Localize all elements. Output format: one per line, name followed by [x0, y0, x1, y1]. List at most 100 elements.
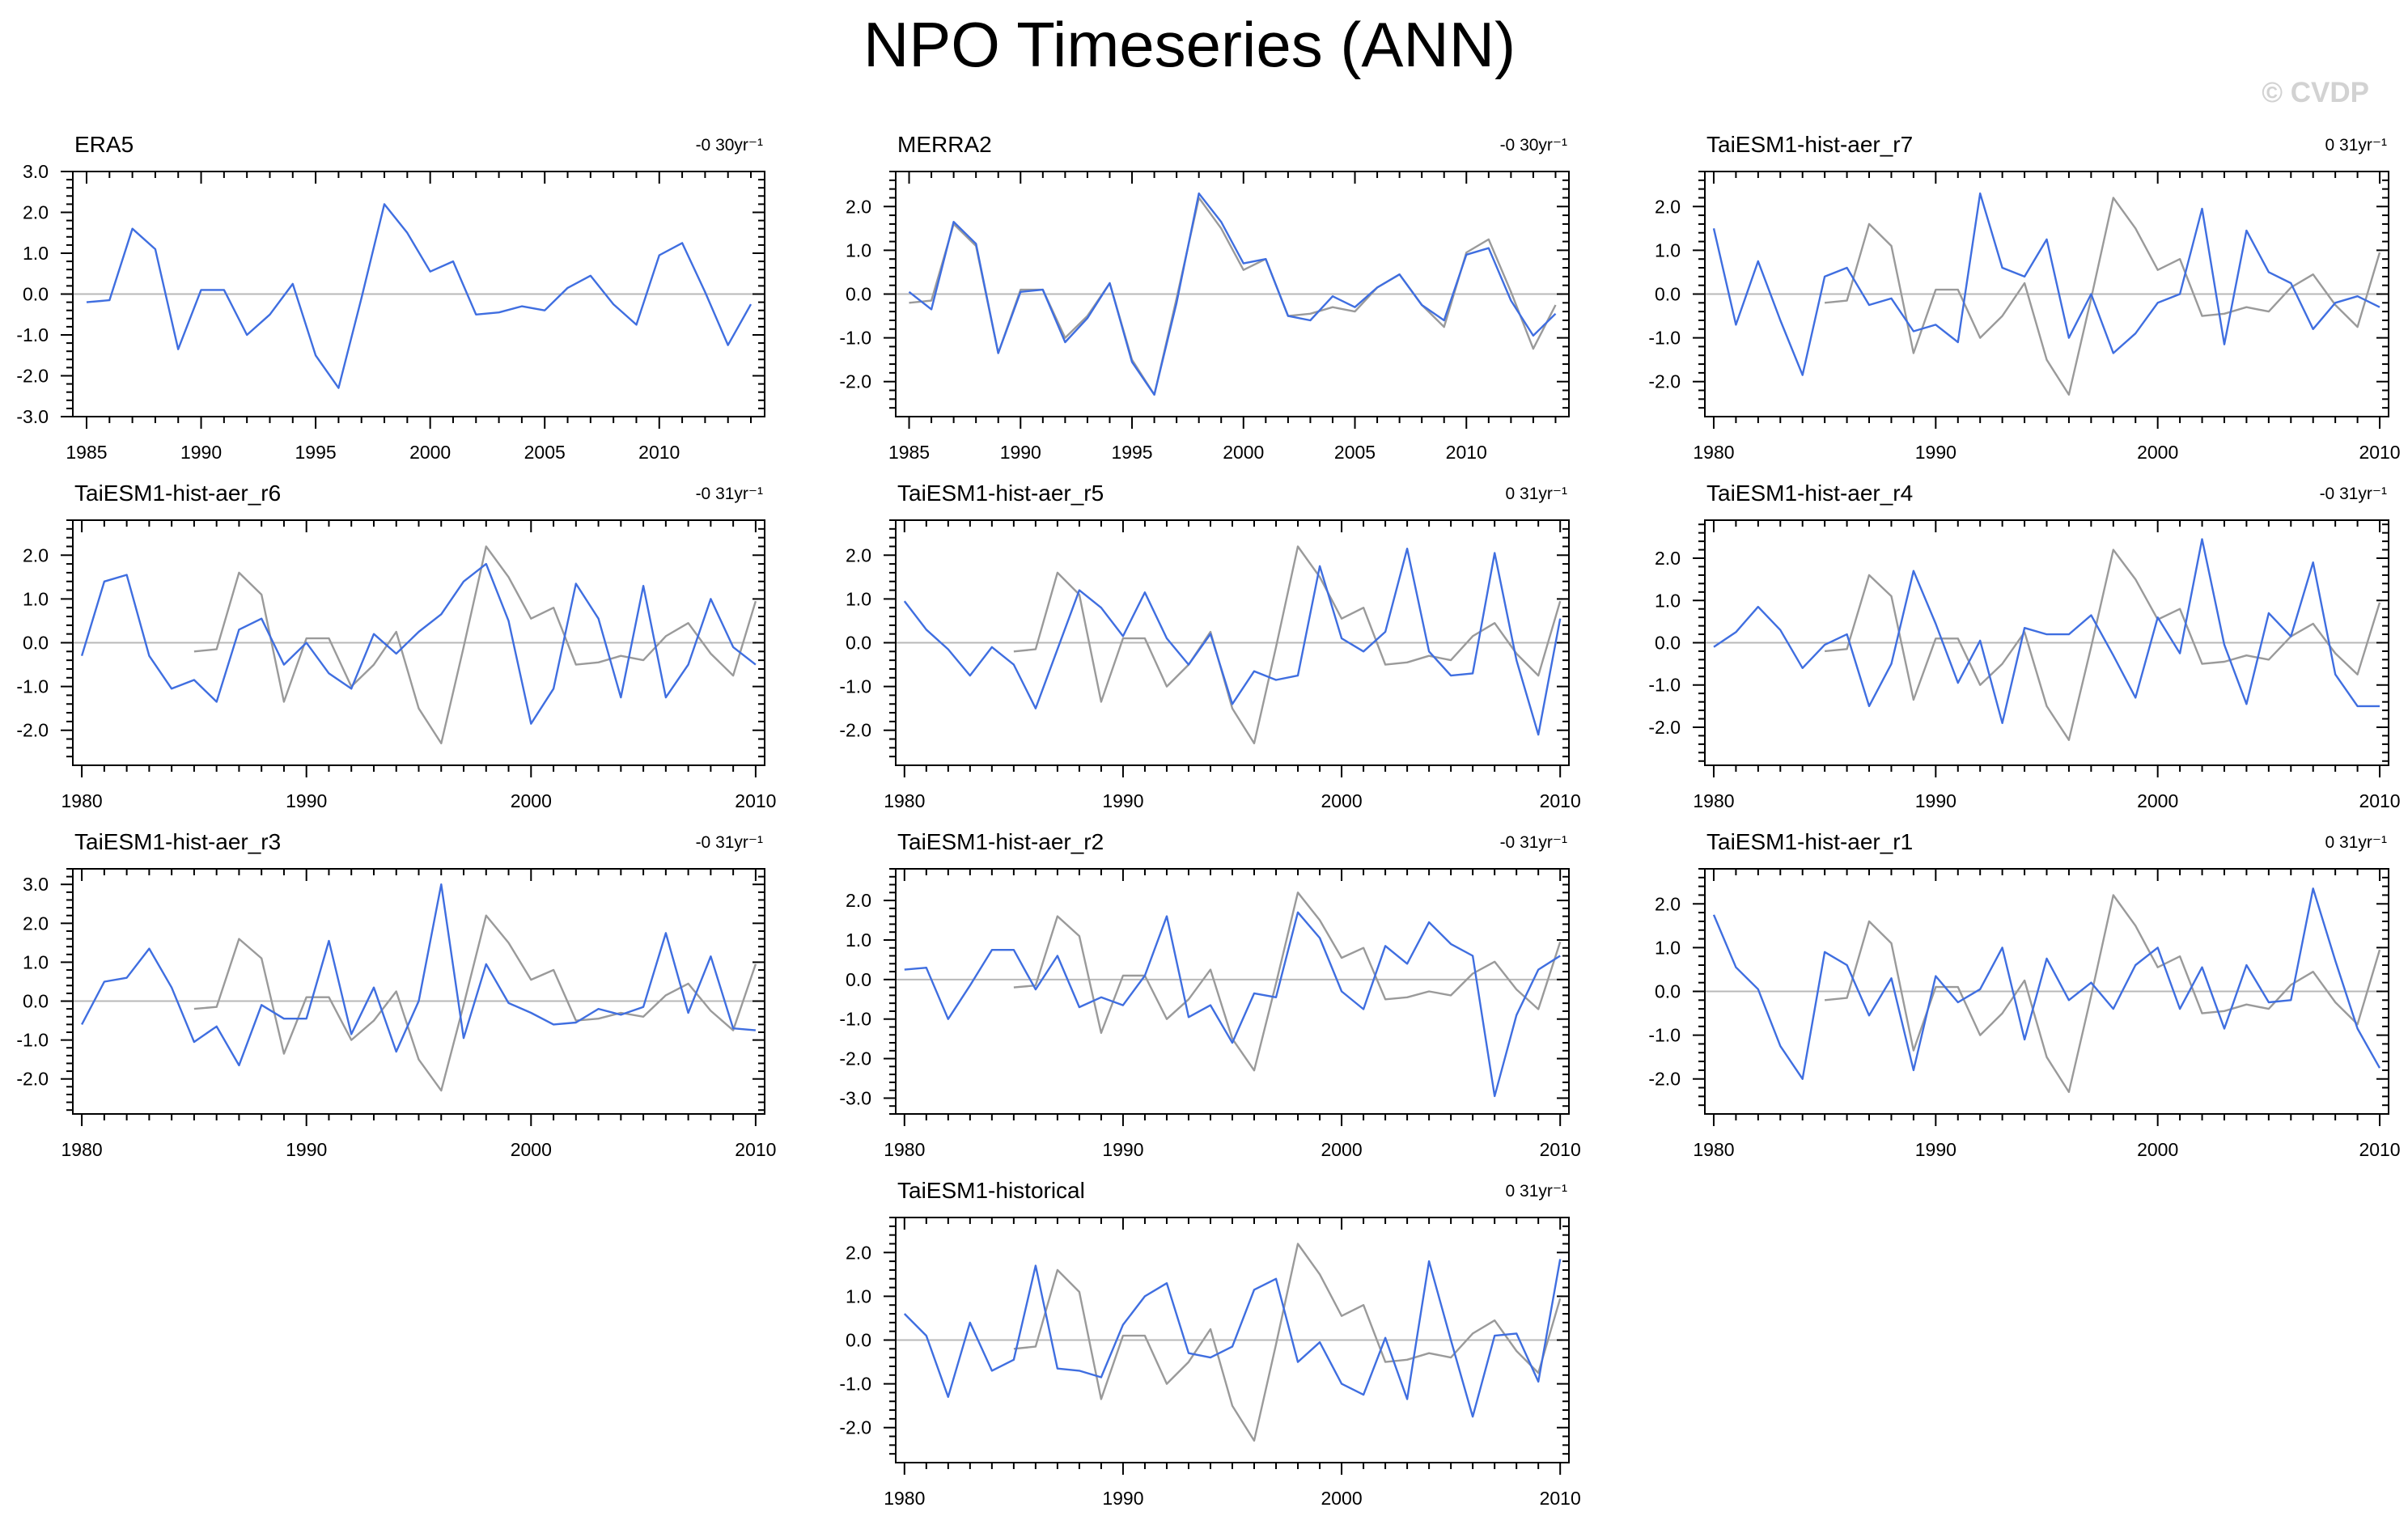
y-tick-label: -1.0 [839, 1009, 871, 1030]
x-tick-label: 2000 [1321, 1488, 1362, 1509]
x-tick-label: 2010 [1540, 1139, 1581, 1160]
trend-label: 0 31yr⁻¹ [2325, 136, 2387, 155]
trend-label: 0 31yr⁻¹ [1506, 485, 1567, 503]
series-line-era5 [1013, 1243, 1562, 1442]
trend-label: -0 31yr⁻¹ [2320, 485, 2387, 503]
series-line-era5 [1824, 548, 2381, 741]
x-tick-label: 2005 [1334, 442, 1376, 463]
series-line-era5 [1824, 894, 2381, 1094]
series-line-era5 [86, 203, 752, 389]
y-tick-label: 1.0 [846, 1285, 871, 1306]
x-tick-label: 1995 [1111, 442, 1152, 463]
y-tick-label: 0.0 [846, 284, 871, 305]
x-tick-label: 2010 [2359, 790, 2400, 811]
y-tick-label: 2.0 [846, 196, 871, 217]
series-line-taiesm1-hist-aer-r1 [1712, 887, 2381, 1080]
y-tick-label: -2.0 [1648, 1069, 1681, 1090]
x-tick-label: 1990 [286, 790, 327, 811]
y-tick-label: 1.0 [23, 951, 49, 972]
x-tick-label: 2010 [735, 790, 776, 811]
panel-title: MERRA2 [897, 132, 992, 157]
y-tick-label: 2.0 [23, 202, 49, 223]
y-tick-label: 0.0 [846, 633, 871, 654]
x-tick-label: 2010 [1446, 442, 1487, 463]
x-tick-label: 2010 [1540, 790, 1581, 811]
panel-title: TaiESM1-hist-aer_r4 [1706, 481, 1913, 506]
x-tick-label: 2010 [638, 442, 680, 463]
y-tick-label: -2.0 [839, 371, 871, 392]
x-tick-label: 2005 [524, 442, 566, 463]
y-tick-label: -1.0 [1648, 328, 1681, 349]
y-tick-label: 0.0 [23, 633, 49, 654]
plot-frame [72, 868, 765, 1115]
y-tick-label: 3.0 [23, 161, 49, 182]
figure-title: NPO Timeseries (ANN) [863, 9, 1516, 80]
x-tick-label: 2010 [2359, 1139, 2400, 1160]
panel-title: TaiESM1-hist-aer_r3 [74, 829, 281, 854]
trend-label: -0 31yr⁻¹ [696, 485, 763, 503]
y-tick-label: -3.0 [839, 1087, 871, 1108]
y-tick-label: 2.0 [23, 913, 49, 934]
y-tick-label: 2.0 [846, 890, 871, 911]
panel-title: TaiESM1-hist-aer_r2 [897, 829, 1104, 854]
x-tick-label: 2010 [735, 1139, 776, 1160]
x-tick-label: 1980 [61, 790, 103, 811]
y-tick-label: 1.0 [1655, 590, 1681, 611]
y-tick-label: -1.0 [1648, 1025, 1681, 1046]
series-line-taiesm1-historical [903, 1259, 1562, 1418]
x-tick-label: 1980 [61, 1139, 103, 1160]
x-tick-label: 1990 [1102, 1488, 1143, 1509]
y-tick-label: -2.0 [16, 720, 49, 741]
y-tick-label: -1.0 [16, 1030, 49, 1051]
y-tick-label: 0.0 [23, 991, 49, 1012]
panel-title: ERA5 [74, 132, 134, 157]
x-tick-label: 1990 [1915, 1139, 1956, 1160]
x-tick-label: 1990 [286, 1139, 327, 1160]
y-tick-label: -2.0 [16, 1069, 49, 1090]
x-tick-label: 2010 [2359, 442, 2400, 463]
y-tick-label: 1.0 [846, 239, 871, 260]
y-tick-label: -2.0 [839, 1417, 871, 1438]
y-tick-label: -2.0 [1648, 717, 1681, 738]
x-tick-label: 1980 [884, 1139, 925, 1160]
panel-taiesm1-historical: TaiESM1-historical 0 31yr⁻¹ 1980 1990 2000 20… [839, 1178, 1580, 1509]
panel-taiesm1-hist-aer-r7: TaiESM1-hist-aer_r7 0 31yr⁻¹ 1980 1990 2000 2… [1648, 132, 2400, 463]
panel-taiesm1-hist-aer-r1: TaiESM1-hist-aer_r1 0 31yr⁻¹ 1980 1990 2000 2… [1648, 829, 2400, 1160]
x-tick-label: 2000 [409, 442, 451, 463]
y-tick-label: 3.0 [23, 874, 49, 895]
series-line-taiesm1-hist-aer-r6 [80, 562, 757, 725]
y-tick-label: 2.0 [1655, 196, 1681, 217]
y-tick-label: 0.0 [1655, 284, 1681, 305]
x-tick-label: 1990 [1915, 790, 1956, 811]
y-tick-label: -1.0 [839, 328, 871, 349]
panel-title: TaiESM1-hist-aer_r7 [1706, 132, 1913, 157]
x-tick-label: 1990 [1102, 1139, 1143, 1160]
y-tick-label: 0.0 [846, 969, 871, 990]
panel-taiesm1-hist-aer-r4: TaiESM1-hist-aer_r4 -0 31yr⁻¹ 1980 1990 2000… [1648, 481, 2400, 811]
y-tick-label: 2.0 [1655, 548, 1681, 569]
series-line-taiesm1-hist-aer-r4 [1713, 538, 2380, 724]
trend-label: -0 31yr⁻¹ [1500, 833, 1567, 852]
y-tick-label: 1.0 [23, 243, 49, 264]
y-tick-label: 1.0 [1655, 239, 1681, 260]
series-line-era5 [193, 545, 757, 745]
x-tick-label: 1990 [180, 442, 222, 463]
series-line-taiesm1-hist-aer-r2 [904, 911, 1561, 1098]
y-tick-label: 0.0 [1655, 633, 1681, 654]
trend-label: 0 31yr⁻¹ [1506, 1182, 1567, 1201]
y-tick-label: -3.0 [16, 406, 49, 427]
x-tick-label: 2000 [2137, 790, 2178, 811]
y-tick-label: 0.0 [1655, 981, 1681, 1002]
y-tick-label: -2.0 [16, 366, 49, 387]
panel-title: TaiESM1-hist-aer_r1 [1706, 829, 1913, 854]
series-line-taiesm1-hist-aer-r7 [1712, 192, 2380, 376]
x-tick-label: 1990 [1915, 442, 1956, 463]
panel-taiesm1-hist-aer-r5: TaiESM1-hist-aer_r5 0 31yr⁻¹ 1980 1990 2000 2… [839, 481, 1580, 811]
plot-frame [895, 868, 1570, 1115]
y-tick-label: -1.0 [16, 676, 49, 697]
x-tick-label: 2010 [1540, 1488, 1581, 1509]
y-tick-label: 1.0 [846, 588, 871, 609]
series-line-taiesm1-hist-aer-r3 [81, 883, 757, 1067]
y-tick-label: 2.0 [846, 1242, 871, 1263]
